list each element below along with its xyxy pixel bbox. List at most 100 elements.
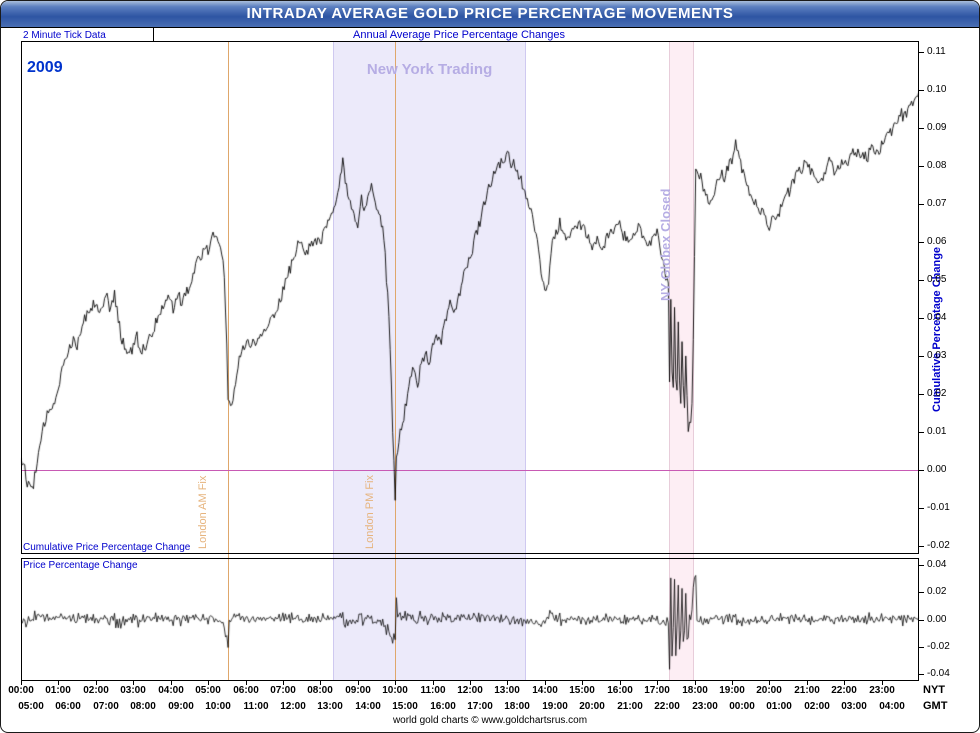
x-tick-label-gmt: 17:00 — [467, 701, 493, 712]
x-tick-label-nyt: 06:00 — [233, 685, 259, 696]
x-tick-label-gmt: 03:00 — [841, 701, 867, 712]
x-tick-label-nyt: 02:00 — [83, 685, 109, 696]
x-tick-mark — [769, 681, 770, 685]
copyright-credit: world gold charts © www.goldchartsrus.co… — [392, 715, 588, 726]
y-tick-label: 0.08 — [927, 160, 947, 171]
y-tick-mark — [919, 546, 924, 547]
x-tick-label-nyt: 09:00 — [345, 685, 371, 696]
y-tick-label: 0.06 — [927, 236, 947, 247]
y-tick-label: 0.10 — [927, 84, 947, 95]
y-tick-mark — [919, 52, 924, 53]
x-tick-mark — [133, 681, 134, 685]
y-tick-mark — [919, 318, 924, 319]
x-tick-mark — [283, 681, 284, 685]
x-tick-label-gmt: 21:00 — [617, 701, 643, 712]
y-tick-label: 0.07 — [927, 198, 947, 209]
x-tick-mark — [582, 681, 583, 685]
x-tick-label-nyt: 10:00 — [382, 685, 408, 696]
y-tick-mark — [919, 508, 924, 509]
y-tick-mark — [919, 620, 924, 621]
y-tick-label: 0.09 — [927, 122, 947, 133]
x-tick-label-nyt: 22:00 — [831, 685, 857, 696]
x-tick-label-gmt: 02:00 — [804, 701, 830, 712]
x-tick-label-nyt: 23:00 — [869, 685, 895, 696]
x-tick-label-gmt: 12:00 — [280, 701, 306, 712]
y-tick-mark — [919, 128, 924, 129]
x-tick-label-nyt: 12:00 — [457, 685, 483, 696]
y-tick-label: -0.02 — [927, 641, 950, 652]
y-tick-mark — [919, 166, 924, 167]
x-tick-mark — [507, 681, 508, 685]
x-tick-label-nyt: 14:00 — [532, 685, 558, 696]
x-tick-mark — [358, 681, 359, 685]
x-tick-label-gmt: 19:00 — [542, 701, 568, 712]
x-tick-label-nyt: 20:00 — [756, 685, 782, 696]
x-tick-label-nyt: 16:00 — [607, 685, 633, 696]
y-tick-label: 0.03 — [927, 350, 947, 361]
y-tick-label: 0.02 — [927, 586, 947, 597]
title-bar: INTRADAY AVERAGE GOLD PRICE PERCENTAGE M… — [1, 1, 979, 28]
x-tick-label-gmt: 15:00 — [392, 701, 418, 712]
y-tick-mark — [919, 242, 924, 243]
x-tick-label-gmt: 09:00 — [168, 701, 194, 712]
y-tick-mark — [919, 204, 924, 205]
page-title: INTRADAY AVERAGE GOLD PRICE PERCENTAGE M… — [246, 5, 734, 22]
london-pm-fix-label: London PM Fix — [364, 475, 377, 549]
y-tick-mark — [919, 674, 924, 675]
x-tick-label-nyt: 04:00 — [158, 685, 184, 696]
x-tick-label-gmt: 07:00 — [93, 701, 119, 712]
y-tick-label: 0.04 — [927, 559, 947, 570]
x-tick-label-gmt: 14:00 — [355, 701, 381, 712]
x-tick-label-nyt: 21:00 — [794, 685, 820, 696]
x-tick-mark — [620, 681, 621, 685]
x-tick-mark — [208, 681, 209, 685]
subtitle: Annual Average Price Percentage Changes — [353, 29, 565, 41]
x-tick-label-gmt: 16:00 — [430, 701, 456, 712]
y-tick-label: -0.02 — [927, 540, 950, 551]
x-tick-label-nyt: 01:00 — [45, 685, 71, 696]
x-tick-mark — [433, 681, 434, 685]
y-tick-label: 0.00 — [927, 614, 947, 625]
y-tick-label: 0.01 — [927, 426, 947, 437]
london-am-fix-label: London AM Fix — [196, 475, 209, 549]
x-tick-label-gmt: 22:00 — [654, 701, 680, 712]
x-tick-mark — [246, 681, 247, 685]
y-tick-label: -0.04 — [927, 668, 950, 679]
x-tick-label-nyt: 11:00 — [420, 685, 446, 696]
nyt-axis-row-label: NYT — [923, 684, 945, 696]
y-tick-mark — [919, 592, 924, 593]
y-tick-label: 0.04 — [927, 312, 947, 323]
year-label: 2009 — [27, 59, 63, 76]
y-tick-label: 0.02 — [927, 388, 947, 399]
x-tick-label-gmt: 05:00 — [18, 701, 44, 712]
ny-trading-label: New York Trading — [366, 61, 493, 78]
x-tick-mark — [320, 681, 321, 685]
x-tick-mark — [807, 681, 808, 685]
x-tick-mark — [844, 681, 845, 685]
x-tick-label-gmt: 01:00 — [766, 701, 792, 712]
y-tick-mark — [919, 90, 924, 91]
y-tick-label: -0.01 — [927, 502, 950, 513]
x-tick-label-nyt: 05:00 — [195, 685, 221, 696]
x-tick-label-gmt: 08:00 — [130, 701, 156, 712]
x-tick-mark — [695, 681, 696, 685]
globex-closed-label: NY Globex Closed — [657, 188, 673, 301]
y-tick-mark — [919, 394, 924, 395]
x-tick-label-nyt: 18:00 — [682, 685, 708, 696]
x-tick-label-gmt: 20:00 — [579, 701, 605, 712]
x-tick-label-gmt: 11:00 — [243, 701, 269, 712]
y-tick-label: 0.11 — [927, 46, 946, 57]
y-tick-mark — [919, 356, 924, 357]
x-tick-mark — [470, 681, 471, 685]
y-tick-mark — [919, 280, 924, 281]
y-tick-label: 0.00 — [927, 464, 947, 475]
x-tick-label-nyt: 17:00 — [644, 685, 670, 696]
x-tick-mark — [395, 681, 396, 685]
x-tick-label-nyt: 03:00 — [120, 685, 146, 696]
x-tick-mark — [732, 681, 733, 685]
x-tick-mark — [882, 681, 883, 685]
x-tick-label-nyt: 07:00 — [270, 685, 296, 696]
x-tick-mark — [96, 681, 97, 685]
header-divider — [153, 28, 154, 41]
